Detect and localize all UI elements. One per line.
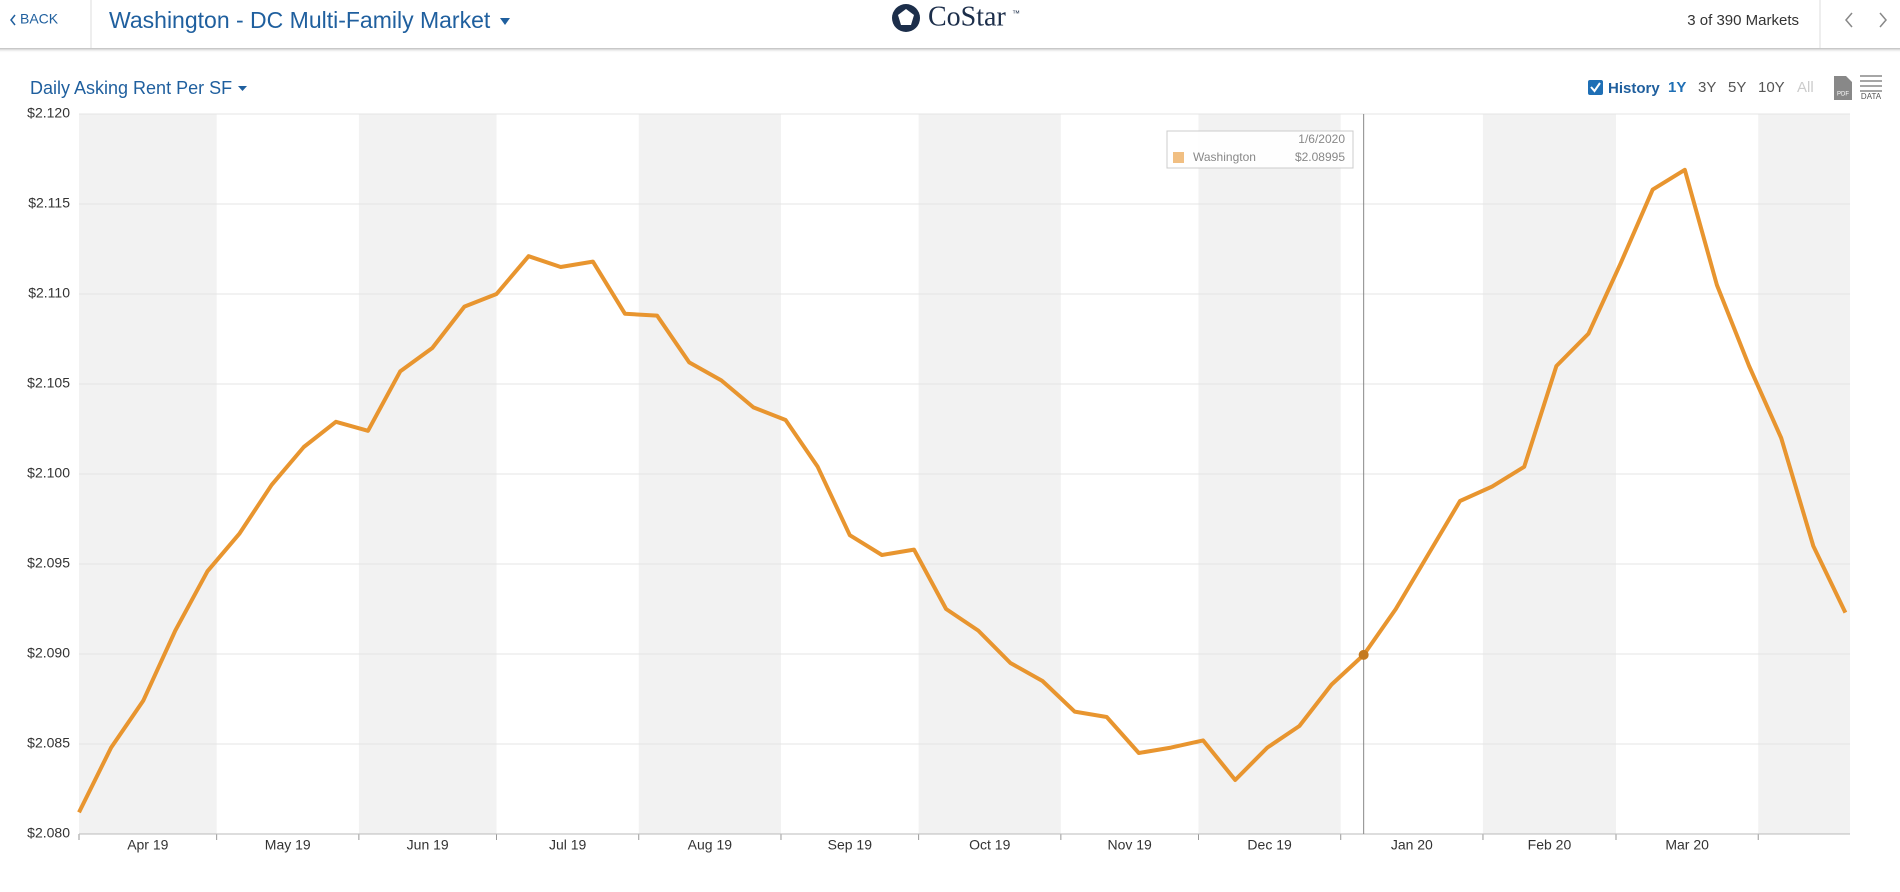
history-label: History — [1608, 80, 1660, 97]
y-tick-label: $2.115 — [28, 195, 70, 211]
pdf-label: PDF — [1837, 92, 1849, 98]
range-button[interactable]: 5Y — [1728, 79, 1746, 96]
header-shadow — [0, 48, 1900, 53]
chart: Apr 19 May 19 Jun 19 Jul 19 Aug 19 Sep 19 Oct … — [27, 105, 1850, 853]
trademark: ™ — [1012, 9, 1020, 18]
data-label: DATA — [1861, 92, 1882, 101]
data-icon — [1860, 75, 1882, 92]
x-tick-label: Feb 20 — [1528, 837, 1572, 853]
metric-label: Daily Asking Rent Per SF — [30, 78, 232, 98]
pdf-button[interactable]: PDF — [1834, 76, 1852, 100]
y-tick-label: $2.085 — [27, 735, 70, 751]
checkbox — [1588, 80, 1603, 95]
x-tick-label: Mar 20 — [1665, 837, 1709, 853]
tooltip-date: 1/6/2020 — [1298, 132, 1345, 146]
x-tick-label: May 19 — [265, 837, 311, 853]
metric-selector[interactable]: Daily Asking Rent Per SF — [30, 78, 247, 98]
x-tick-label: Apr 19 — [127, 837, 168, 853]
x-tick-label: Jan 20 — [1391, 837, 1433, 853]
series-line — [77, 167, 1848, 814]
checkmark — [1590, 82, 1601, 93]
back-button[interactable]: BACK — [10, 11, 59, 27]
brand-name: CoStar — [928, 1, 1006, 32]
tooltip-swatch — [1173, 152, 1184, 163]
data-button[interactable]: DATA — [1860, 75, 1882, 101]
range-button[interactable]: 10Y — [1758, 79, 1785, 96]
range-button[interactable]: All — [1797, 79, 1814, 96]
x-tick-label: Sep 19 — [828, 837, 873, 853]
market-title: Washington - DC Multi-Family Market — [109, 7, 491, 33]
history-toggle[interactable]: History — [1588, 80, 1660, 97]
range-button[interactable]: 1Y — [1668, 79, 1686, 96]
range-button[interactable]: 3Y — [1698, 79, 1716, 96]
hover-point — [1358, 649, 1369, 660]
back-label: BACK — [20, 11, 59, 27]
y-tick-label: $2.100 — [27, 465, 70, 481]
dropdown-caret — [238, 86, 247, 91]
prev-market[interactable] — [1845, 12, 1853, 28]
dropdown-caret — [500, 18, 510, 25]
tooltip: 1/6/2020 Washington $2.08995 — [1166, 130, 1354, 169]
x-tick-label: Jul 19 — [549, 837, 587, 853]
y-tick-label: $2.105 — [27, 375, 70, 391]
y-tick-label: $2.110 — [28, 285, 70, 301]
y-tick-label: $2.095 — [27, 555, 70, 571]
y-tick-label: $2.090 — [27, 645, 70, 661]
x-tick-label: Jun 19 — [407, 837, 449, 853]
market-position: 3 of 390 Markets — [1687, 12, 1799, 29]
logo-star — [898, 9, 914, 25]
tooltip-box — [1166, 130, 1354, 169]
x-tick-label: Oct 19 — [969, 837, 1010, 853]
market-selector[interactable]: Washington - DC Multi-Family Market — [109, 7, 510, 33]
pdf-icon — [1834, 76, 1852, 100]
y-tick-label: $2.120 — [27, 105, 70, 121]
next-market[interactable] — [1879, 12, 1887, 28]
x-tick-label: Nov 19 — [1107, 837, 1152, 853]
x-tick-label: Aug 19 — [688, 837, 733, 853]
tooltip-value: $2.08995 — [1295, 150, 1345, 164]
back-chevron — [10, 14, 16, 26]
x-tick-label: Dec 19 — [1247, 837, 1292, 853]
tooltip-series: Washington — [1193, 150, 1256, 164]
brand-logo: CoStar ™ — [892, 1, 1020, 32]
header — [0, 0, 1900, 48]
y-tick-label: $2.080 — [27, 825, 70, 841]
